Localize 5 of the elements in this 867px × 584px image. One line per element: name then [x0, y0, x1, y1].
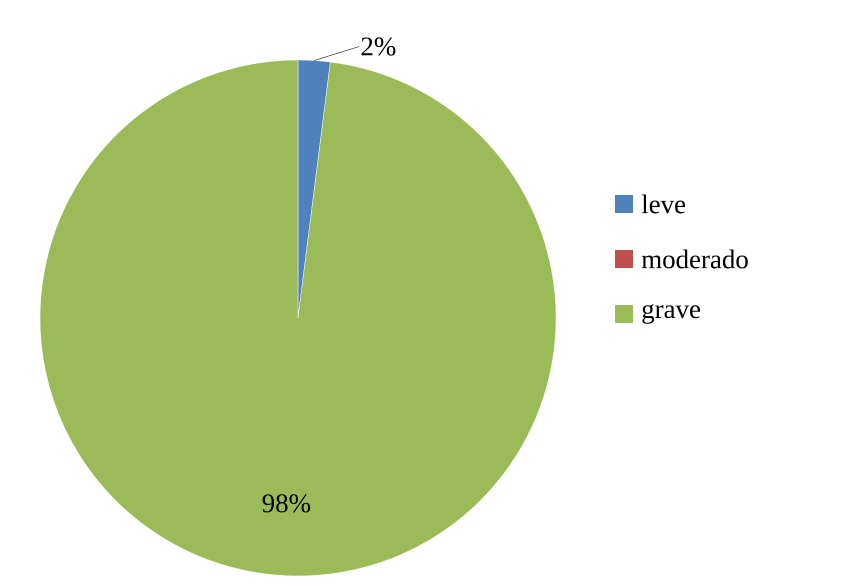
legend-label: grave [642, 304, 700, 324]
legend-label: moderado [642, 250, 748, 268]
data-label: 2% [362, 37, 396, 56]
legend-label: leve [642, 194, 686, 214]
data-label: 98% [262, 494, 310, 512]
